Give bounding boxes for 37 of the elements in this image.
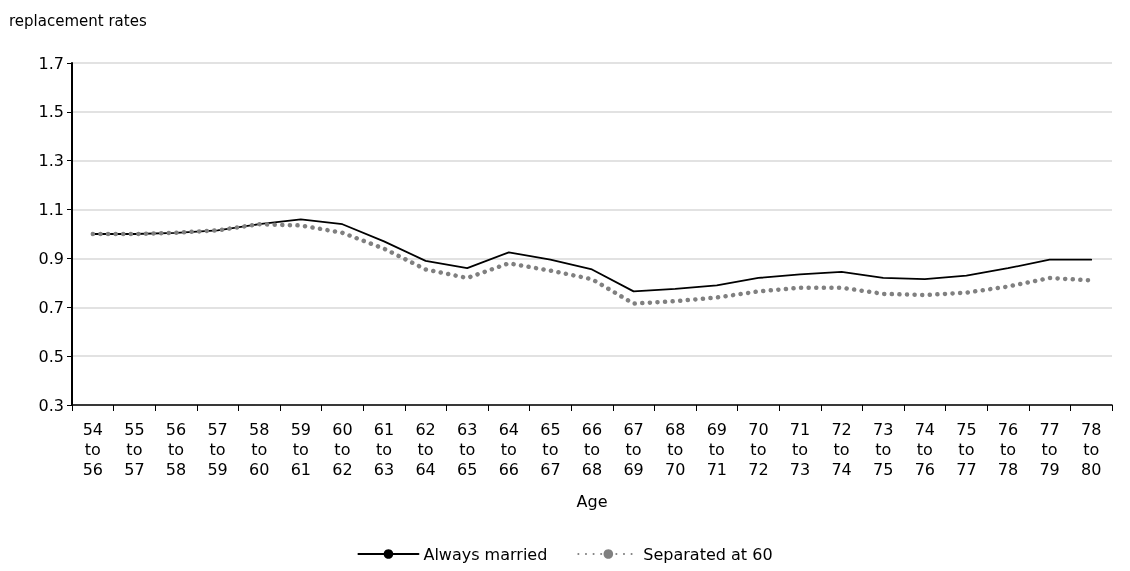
x-axis-title: Age <box>576 491 608 511</box>
x-tick-label: 54 to 56 <box>82 419 103 479</box>
y-tick-label: 0.5 <box>38 346 64 366</box>
x-tick-label: 56 to 58 <box>165 419 187 479</box>
x-tick-label: 72 to 74 <box>831 419 852 479</box>
x-tick-label: 77 to 79 <box>1039 419 1060 479</box>
x-tick-label: 66 to 68 <box>581 419 603 479</box>
x-tick-label: 73 to 75 <box>873 419 894 479</box>
x-tick-label: 59 to 61 <box>290 419 311 479</box>
x-tick-label: 63 to 65 <box>457 419 478 479</box>
x-tick-label: 60 to 62 <box>332 419 353 479</box>
x-tick-label: 55 to 57 <box>124 419 145 479</box>
x-tick-label: 69 to 71 <box>706 419 727 479</box>
y-tick-label: 1.5 <box>38 102 64 122</box>
legend-label: Separated at 60 <box>643 544 773 564</box>
y-tick-label: 0.3 <box>38 395 64 415</box>
x-tick-label: 70 to 72 <box>748 419 769 479</box>
x-tick-label: 64 to 66 <box>498 419 519 479</box>
legend-label: Always married <box>423 544 548 564</box>
y-tick-label: 0.7 <box>38 297 64 317</box>
x-tick-label: 67 to 69 <box>623 419 644 479</box>
y-tick-label: 1.7 <box>38 53 64 73</box>
x-tick-label: 76 to 78 <box>997 419 1019 479</box>
x-tick-label: 58 to 60 <box>249 419 270 479</box>
x-tick-label: 71 to 73 <box>789 419 811 479</box>
x-tick-label: 74 to 76 <box>914 419 935 479</box>
y-tick-label: 1.1 <box>38 200 64 220</box>
y-tick-label: 1.3 <box>38 151 64 171</box>
y-tick-label: 0.9 <box>38 248 64 268</box>
x-tick-label: 78 to 80 <box>1081 419 1102 479</box>
y-axis-title: replacement rates <box>9 11 147 30</box>
x-tick-label: 68 to 70 <box>665 419 686 479</box>
x-tick-label: 57 to 59 <box>207 419 228 479</box>
x-tick-label: 61 to 63 <box>373 419 395 479</box>
x-tick-label: 65 to 67 <box>540 419 561 479</box>
x-tick-label: 75 to 77 <box>956 419 977 479</box>
x-tick-label: 62 to 64 <box>415 419 436 479</box>
